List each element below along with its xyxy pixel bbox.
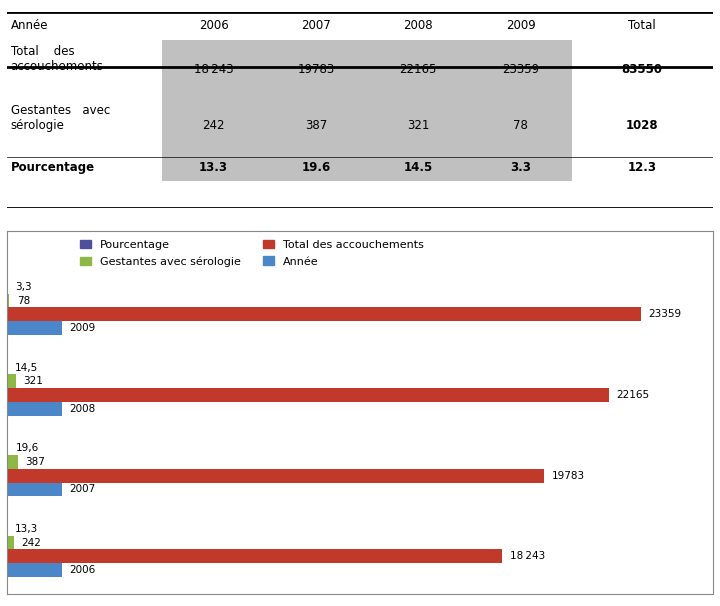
Text: 14.5: 14.5 <box>404 161 433 174</box>
Text: 321: 321 <box>407 119 429 133</box>
Text: Total    des
accouchements: Total des accouchements <box>11 45 104 73</box>
Text: 14,5: 14,5 <box>15 362 38 373</box>
Text: 78: 78 <box>17 296 30 305</box>
Bar <box>265 39 367 99</box>
Text: 22165: 22165 <box>616 390 649 400</box>
Text: 23359: 23359 <box>649 309 682 319</box>
Bar <box>367 12 469 39</box>
Bar <box>469 39 572 99</box>
Legend: Pourcentage, Gestantes avec sérologie, Total des accouchements, Année: Pourcentage, Gestantes avec sérologie, T… <box>76 236 427 270</box>
Text: 13,3: 13,3 <box>15 524 38 534</box>
Bar <box>469 12 572 39</box>
Bar <box>265 99 367 153</box>
Text: 2006: 2006 <box>199 19 228 32</box>
Bar <box>7 402 62 416</box>
Text: Total: Total <box>629 19 656 32</box>
Text: Année: Année <box>11 19 48 32</box>
Bar <box>7 563 62 577</box>
Text: 18 243: 18 243 <box>194 62 233 76</box>
Bar <box>7 153 163 181</box>
Bar <box>7 550 503 563</box>
Text: 2008: 2008 <box>403 19 433 32</box>
Bar <box>265 153 367 181</box>
Text: 13.3: 13.3 <box>199 161 228 174</box>
Text: Pourcentage: Pourcentage <box>11 161 95 174</box>
Text: 2008: 2008 <box>69 404 96 414</box>
Bar <box>163 39 265 99</box>
Bar <box>367 153 469 181</box>
Bar <box>7 375 16 388</box>
Text: 19783: 19783 <box>297 62 335 76</box>
Bar <box>7 12 163 39</box>
Text: 321: 321 <box>24 376 43 386</box>
Bar <box>163 99 265 153</box>
Bar <box>572 12 713 39</box>
Text: 19,6: 19,6 <box>15 443 39 453</box>
Bar <box>265 12 367 39</box>
Text: 22165: 22165 <box>400 62 437 76</box>
Bar <box>572 153 713 181</box>
Text: 2007: 2007 <box>301 19 330 32</box>
Text: 242: 242 <box>22 538 41 548</box>
Text: 78: 78 <box>513 119 528 133</box>
Text: 3.3: 3.3 <box>510 161 531 174</box>
Bar <box>7 455 18 469</box>
Text: 12.3: 12.3 <box>628 161 657 174</box>
Text: 242: 242 <box>202 119 225 133</box>
Bar <box>163 153 265 181</box>
Text: 387: 387 <box>305 119 327 133</box>
Bar <box>7 39 163 99</box>
Bar <box>367 39 469 99</box>
Bar <box>7 536 14 550</box>
Bar <box>163 12 265 39</box>
Text: 19783: 19783 <box>552 471 585 481</box>
Bar <box>572 99 713 153</box>
Text: 387: 387 <box>25 457 45 467</box>
Bar <box>7 469 544 482</box>
Text: 2009: 2009 <box>69 323 96 333</box>
Text: 2006: 2006 <box>69 565 96 575</box>
Bar <box>7 294 9 307</box>
Bar <box>469 99 572 153</box>
Text: Gestantes   avec
sérologie: Gestantes avec sérologie <box>11 104 110 132</box>
Text: 3,3: 3,3 <box>15 282 32 292</box>
Text: 1028: 1028 <box>626 119 659 133</box>
Bar <box>572 39 713 99</box>
Bar <box>7 482 62 496</box>
Bar <box>7 99 163 153</box>
Bar <box>7 388 608 402</box>
Bar <box>469 153 572 181</box>
Text: 23359: 23359 <box>502 62 539 76</box>
Text: 2009: 2009 <box>505 19 536 32</box>
Text: 2007: 2007 <box>69 484 96 494</box>
Bar <box>7 321 62 335</box>
Bar <box>7 307 641 321</box>
Bar <box>367 99 469 153</box>
Text: 19.6: 19.6 <box>301 161 330 174</box>
Text: 83550: 83550 <box>622 62 662 76</box>
Text: 18 243: 18 243 <box>510 551 545 561</box>
